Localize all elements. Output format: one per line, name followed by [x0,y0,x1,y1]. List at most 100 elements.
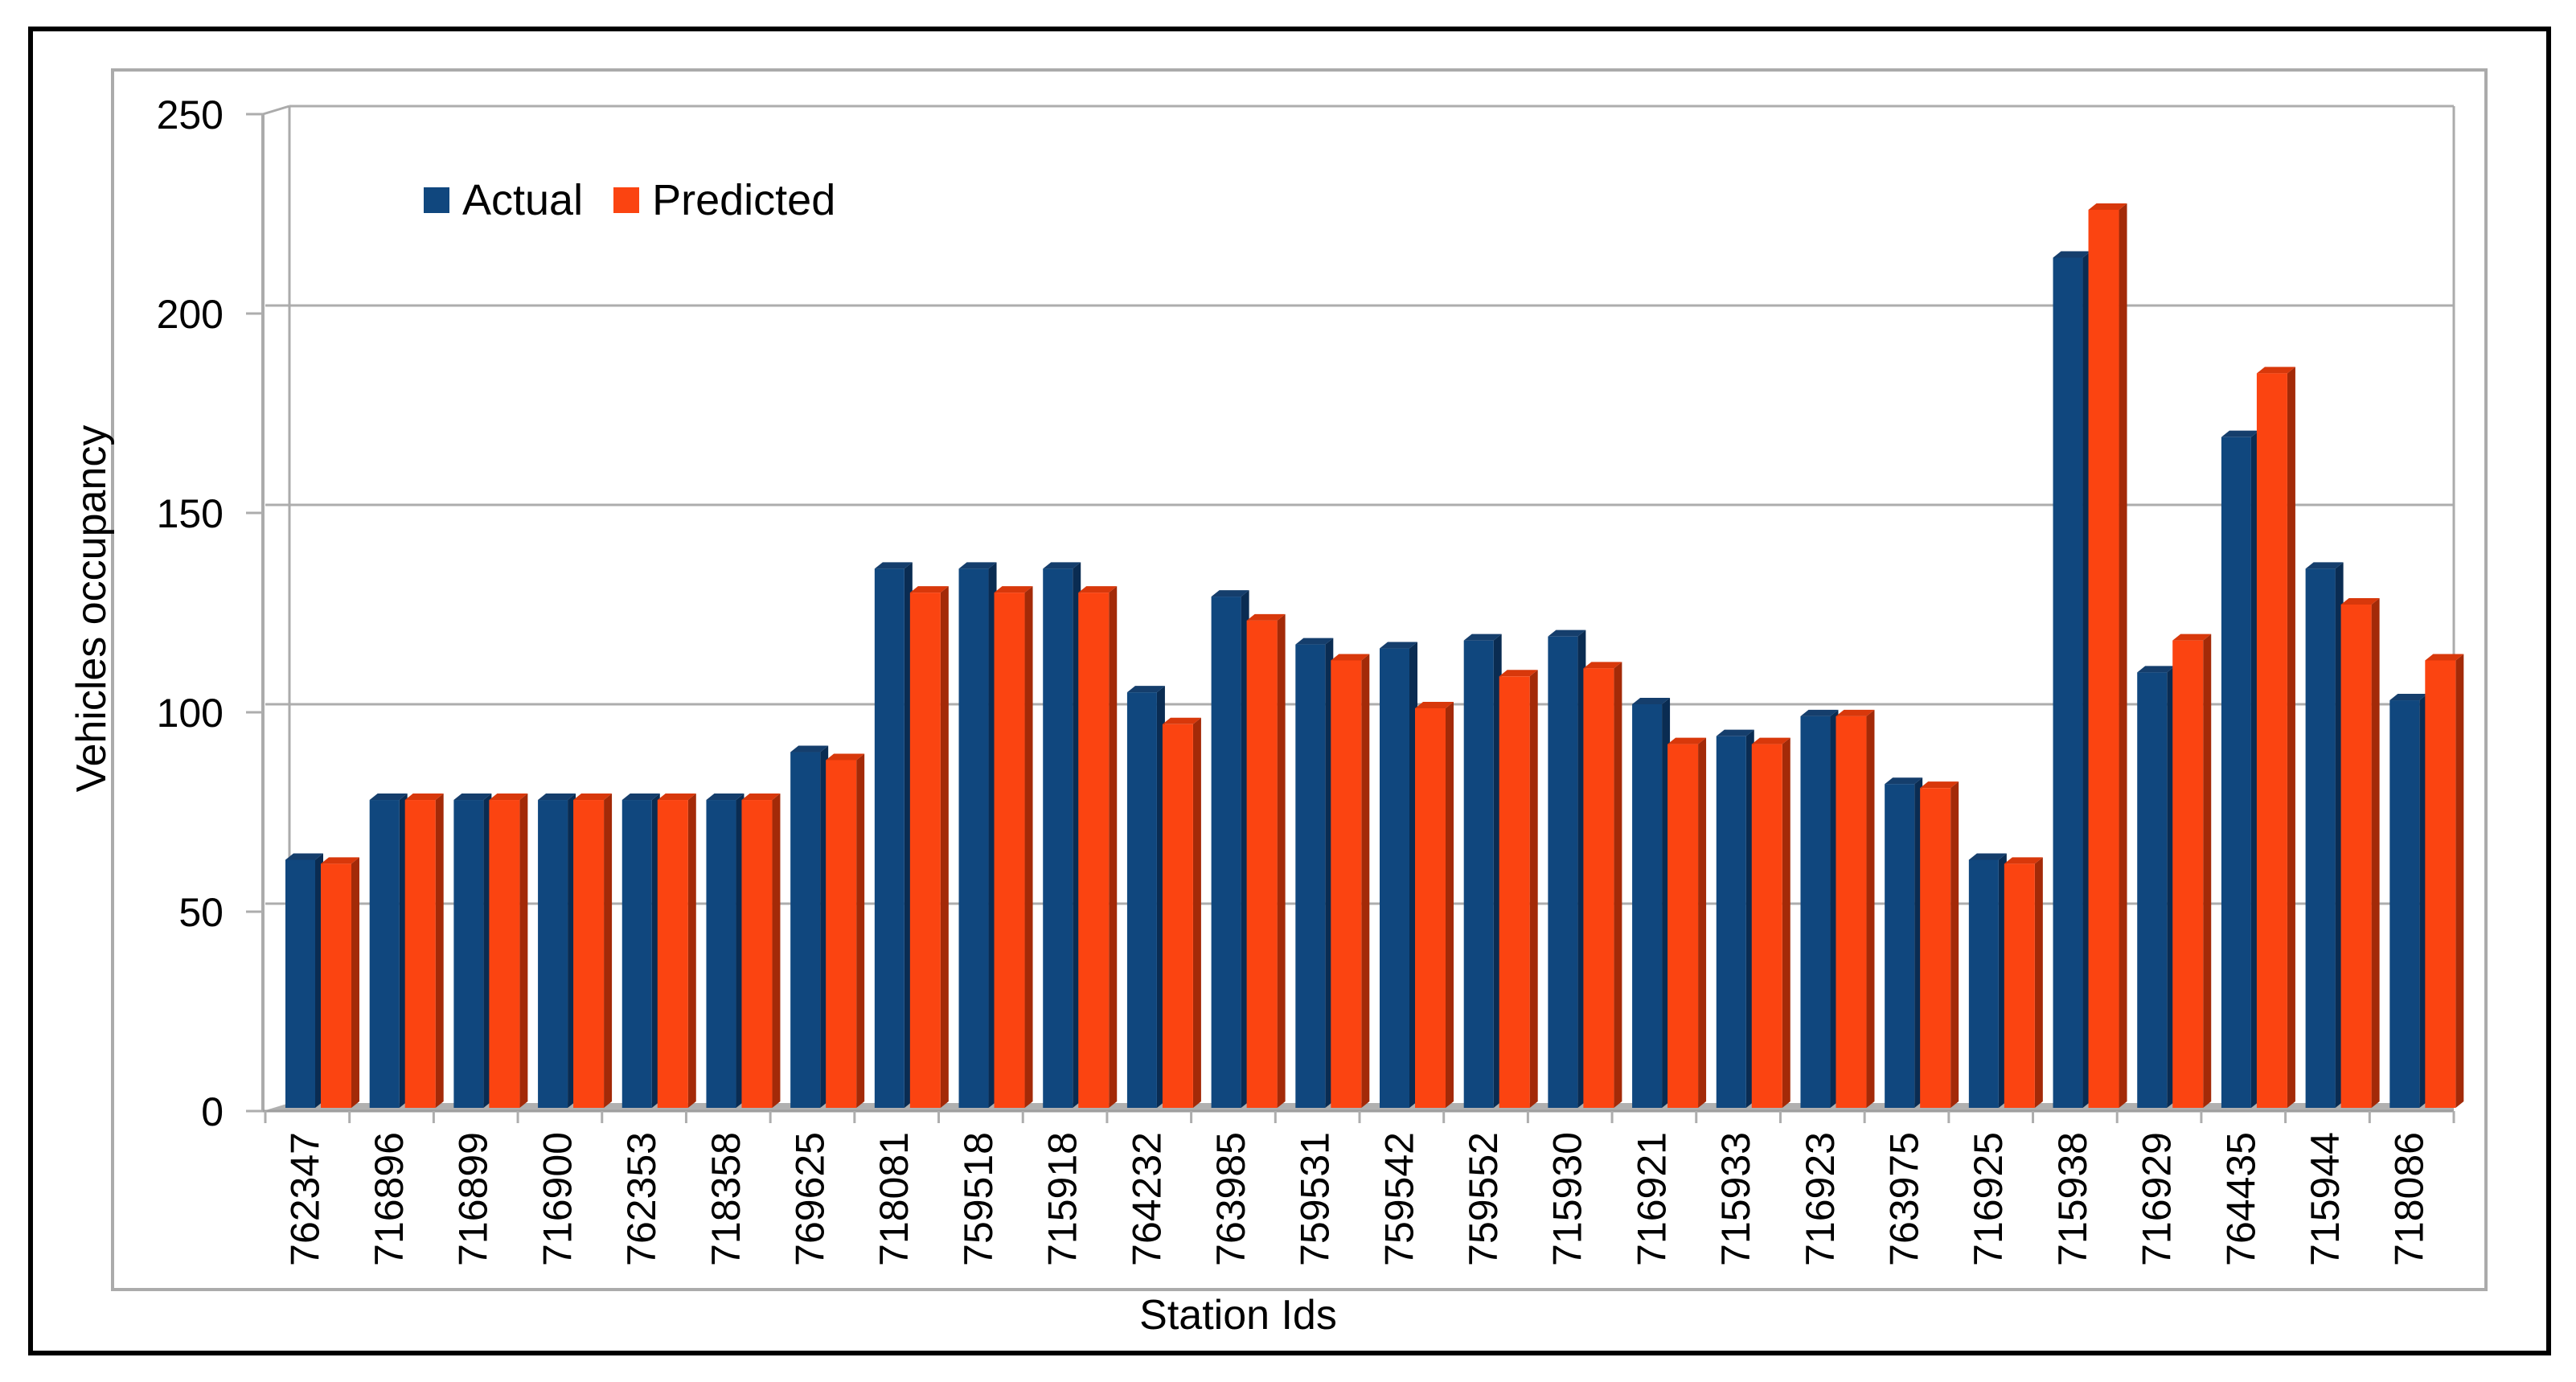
bar-predicted-764232-side [1192,717,1201,1108]
bar-predicted-718081-top [909,586,949,593]
y-tick-label-250: 250 [157,92,224,137]
x-label-762353: 762353 [619,1132,664,1266]
bar-predicted-759531-side [1361,654,1370,1108]
bar-predicted-715930-top [1583,662,1622,669]
bar-predicted-716921-side [1698,737,1707,1108]
bar-predicted-769625-side [856,753,865,1108]
bar-predicted-715944-top [2340,598,2380,605]
bar-actual-762347-top [285,853,323,860]
bar-predicted-716925-top [2004,857,2043,864]
bar-predicted-762353-top [657,794,696,801]
bar-predicted-718086-top [2425,654,2464,661]
bar-predicted-716921 [1667,744,1699,1108]
bar-predicted-715933-side [1782,737,1790,1108]
x-label-759542: 759542 [1376,1132,1421,1266]
bar-predicted-716900-top [573,794,613,801]
x-label-715933: 715933 [1713,1132,1758,1266]
bar-predicted-759542 [1415,707,1446,1108]
bar-actual-764435 [2221,437,2251,1108]
bar-predicted-715938-top [2088,203,2127,210]
x-label-716925: 716925 [1966,1132,2011,1266]
bar-actual-759542-top [1380,642,1417,649]
bar-predicted-763985-side [1277,613,1286,1108]
bar-actual-762353 [621,800,652,1108]
bar-actual-716900 [538,800,568,1108]
bar-predicted-759552-side [1529,670,1538,1108]
bar-predicted-715930 [1583,668,1614,1108]
bar-predicted-769625 [826,760,857,1108]
bar-actual-716929 [2137,672,2168,1108]
bar-predicted-762353 [657,800,688,1108]
x-label-759531: 759531 [1293,1132,1338,1266]
bar-actual-716899 [453,800,484,1108]
bar-predicted-718358-side [772,794,781,1108]
bar-actual-718081-top [874,562,913,569]
bar-predicted-762347-top [321,857,359,864]
bar-actual-718086-top [2389,694,2428,701]
bar-predicted-716896-top [404,794,444,801]
bar-predicted-759542-side [1446,701,1454,1108]
bar-actual-715938-top [2053,251,2091,258]
bar-predicted-759531-top [1331,654,1370,661]
bar-predicted-718086-side [2455,654,2464,1108]
bar-predicted-762347-side [351,857,359,1108]
bar-predicted-718081-side [940,586,949,1108]
bar-predicted-716929 [2172,640,2204,1108]
x-label-715944: 715944 [2303,1132,2348,1266]
bar-predicted-716923 [1836,716,1867,1108]
bar-predicted-716899-top [489,794,528,801]
bar-predicted-759552 [1499,676,1530,1108]
bar-predicted-764435 [2256,373,2287,1108]
x-label-716899: 716899 [451,1132,496,1266]
bar-predicted-716923-side [1866,709,1875,1108]
bar-predicted-716896 [404,800,436,1108]
bar-actual-759552 [1463,640,1494,1108]
bar-actual-716921 [1632,704,1663,1108]
x-label-762347: 762347 [282,1132,327,1266]
x-label-716929: 716929 [2135,1132,2180,1266]
bar-actual-764232 [1126,692,1157,1108]
bar-actual-718358-top [706,794,744,801]
bar-predicted-715930-side [1614,662,1622,1108]
bar-predicted-763975 [1920,788,1951,1108]
bar-actual-716929-top [2137,666,2176,673]
bar-actual-716896-top [369,794,408,801]
bar-actual-715938 [2053,257,2083,1109]
bar-predicted-716896-side [435,794,444,1108]
x-label-715918: 715918 [1040,1132,1085,1266]
bar-predicted-762347 [321,863,351,1108]
bar-actual-715918 [1043,568,1073,1108]
bar-actual-759531-top [1295,638,1334,645]
bar-predicted-716929-side [2203,634,2212,1108]
bar-actual-759542 [1380,648,1409,1108]
predicted-series-swatch-icon [613,187,640,213]
x-axis-title: Station Ids [1139,1292,1337,1339]
bar-predicted-716925-side [2034,857,2043,1108]
bar-actual-759518-top [958,562,997,569]
bar-predicted-763985 [1246,620,1278,1108]
bar-predicted-715938 [2088,209,2119,1109]
legend-item-actual: Actual [424,178,583,222]
x-label-764232: 764232 [1124,1132,1169,1266]
bar-actual-718358 [706,800,736,1108]
bar-predicted-764435-top [2256,367,2295,374]
bar-predicted-718358-top [741,794,781,801]
bar-actual-716900-top [538,794,576,801]
bar-actual-716923-top [1800,709,1839,716]
bar-predicted-769625-top [826,753,865,761]
y-tick-label-150: 150 [157,491,224,536]
bar-predicted-716921-top [1667,737,1707,744]
bar-predicted-715918-top [1078,586,1118,593]
x-label-769625: 769625 [788,1132,833,1266]
bar-actual-763985 [1211,597,1241,1108]
bar-actual-716925-top [1968,853,2007,860]
y-tick-label-200: 200 [157,292,224,337]
bar-actual-716923 [1800,716,1831,1108]
x-label-716896: 716896 [367,1132,412,1266]
wall-top-connector [262,105,290,116]
bar-predicted-759552-top [1499,670,1538,677]
bar-actual-716899-top [453,794,492,801]
y-tick-label-0: 0 [201,1089,224,1134]
